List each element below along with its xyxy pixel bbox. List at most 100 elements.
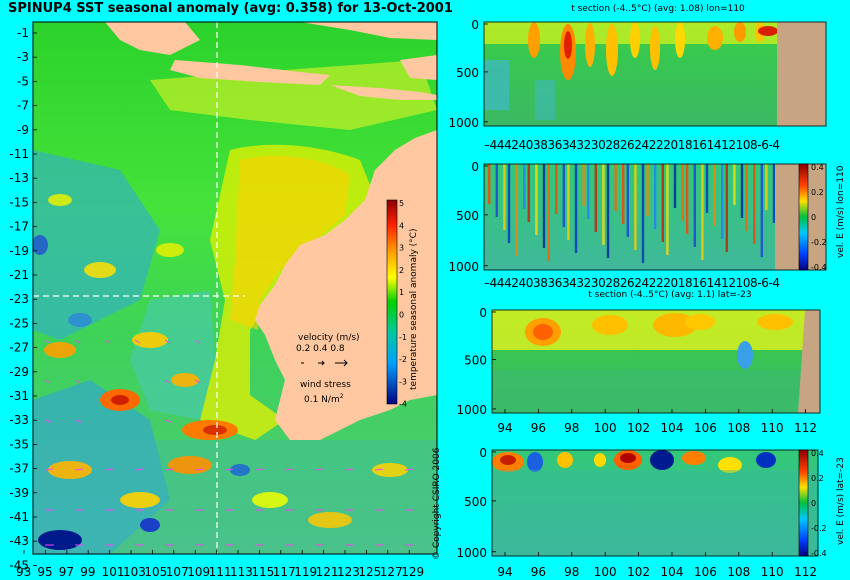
vel-colorbar-tick-label: -0.4 (811, 549, 827, 558)
panel-x-tick-label: 106 (694, 565, 717, 579)
panel3-field (492, 310, 820, 413)
panel-y-tick-label: 500 (464, 353, 487, 367)
panel1-title: t section (-4..5°C) (avg: 1.08) lon=110 (571, 4, 745, 14)
map-x-tick-label: 101 (102, 565, 125, 579)
map-y-tick-label: -43 (9, 534, 29, 548)
map-x-tick-label: 95 (37, 565, 52, 579)
panel2-colorbar-label: vel. E (m/s) lon=110 (836, 165, 846, 258)
vel-stripe (765, 164, 768, 210)
vel-colorbar-tick-label: 0 (811, 213, 816, 222)
panel-x-tick-label: 106 (694, 421, 717, 435)
panel2-field (484, 164, 826, 270)
panel-x-tick-label: 112 (794, 421, 817, 435)
map-x-tick-label: 99 (80, 565, 95, 579)
panel4-colorbar (798, 449, 809, 557)
map-x-tick-label: 119 (294, 565, 317, 579)
panel-y-tick-label: 0 (479, 446, 487, 460)
sst-colorbar (386, 199, 398, 405)
map-y-tick-label: -29 (9, 365, 29, 379)
vel-colorbar-tick-label: 0.2 (811, 188, 824, 197)
panel-y-tick-label: 500 (464, 495, 487, 509)
panel-x-tick-label: 104 (661, 421, 684, 435)
sst-colorbar-label: temperature seasonal anomaly (°C) (409, 228, 419, 390)
map-y-tick-label: -5 (17, 74, 29, 88)
panel3-title: t section (-4..5°C) (avg: 1.1) lat=-23 (588, 290, 752, 300)
vel-stripe (542, 164, 546, 248)
wind-vectors (44, 339, 414, 546)
vel-colorbar-tick-label: -0.2 (811, 238, 827, 247)
vel-stripe (673, 164, 677, 208)
map-y-tick-label: -15 (9, 195, 29, 209)
map-y-tick-label: -27 (9, 341, 29, 355)
vel-stripe (606, 164, 610, 258)
vel-stripe (582, 164, 585, 206)
map-y-tick-label: -21 (9, 268, 29, 282)
vel-stripe (527, 164, 530, 222)
panel-y-tick-label: 500 (456, 209, 479, 223)
panel-x-tick-label: 98 (564, 565, 579, 579)
panel-x-tick-label: 108 (727, 421, 750, 435)
sst-colorbar-tick-label: 4 (399, 221, 404, 230)
map-y-tick-label: -37 (9, 462, 29, 476)
vel-stripe (555, 164, 558, 214)
sst-colorbar-tick-label: -1 (399, 333, 407, 342)
sst-map-field (33, 22, 437, 554)
panel-x-tick-label: 96 (531, 565, 546, 579)
vel-stripe (622, 164, 625, 224)
map-y-tick-label: -13 (9, 171, 29, 185)
vel-stripe (713, 164, 716, 226)
map-x-tick-label: 97 (59, 565, 74, 579)
vel-stripe (574, 164, 578, 253)
vel-stripe (666, 164, 669, 255)
sst-map-chart: -1-3-5-7-9-11-13-15-17-19-21-23-25-27-29… (9, 21, 438, 579)
panel-y-tick-label: 1000 (448, 116, 479, 130)
map-x-tick-label: 103 (123, 565, 146, 579)
wind-legend-value: 0.1 N/m2 (304, 393, 344, 405)
vel-colorbar-tick-label: -0.4 (811, 263, 827, 272)
map-x-tick-label: 127 (380, 565, 403, 579)
panel1-field (484, 22, 826, 126)
panel-x-tick-label: 110 (761, 565, 784, 579)
vel-stripe (641, 164, 645, 263)
vel-stripe (488, 164, 491, 204)
vel-stripe (772, 164, 776, 223)
map-x-tick-label: 121 (316, 565, 339, 579)
vel-stripe (547, 164, 550, 261)
map-y-tick-label: -1 (17, 26, 29, 40)
map-y-tick-label: -31 (9, 389, 29, 403)
vel-stripe (602, 164, 605, 245)
vel-stripe (760, 164, 763, 257)
vel-stripe (646, 164, 649, 216)
vel-stripe (661, 164, 664, 242)
wind-legend-label: wind stress (300, 380, 351, 390)
panel-y-tick-label: 500 (456, 66, 479, 80)
map-y-tick-label: -11 (9, 147, 29, 161)
vel-stripe (495, 164, 498, 217)
vel-stripe (753, 164, 756, 244)
vel-stripe (507, 164, 511, 243)
vel-colorbar-tick-label: 0.4 (811, 163, 824, 172)
panel-x-tick-label: 112 (794, 565, 817, 579)
map-y-tick-label: -3 (17, 50, 29, 64)
panel-x-tick-label: 94 (497, 421, 512, 435)
map-x-tick-label: 93 (16, 565, 31, 579)
map-y-tick-label: -23 (9, 292, 29, 306)
vel-stripe (705, 164, 709, 213)
vel-stripe (614, 164, 617, 211)
map-x-tick-label: 117 (273, 565, 296, 579)
panel-x-tick-label: 94 (497, 565, 512, 579)
panel-x-tick-label: 98 (564, 421, 579, 435)
vel-stripe (523, 164, 526, 209)
vel-stripe (515, 164, 518, 256)
map-y-tick-label: -33 (9, 413, 29, 427)
sst-colorbar-tick-label: 5 (399, 199, 404, 208)
panel-x-tick-label: 110 (761, 421, 784, 435)
map-x-tick-label: 129 (401, 565, 424, 579)
vel-stripe (725, 164, 728, 252)
vel-stripe (701, 164, 704, 260)
velocity-legend-label: velocity (m/s) (298, 333, 360, 343)
vel-stripe (654, 164, 657, 229)
panel4-colorbar-label: vel. E (m/s) lat=-23 (836, 457, 846, 545)
vel-stripe (567, 164, 570, 240)
